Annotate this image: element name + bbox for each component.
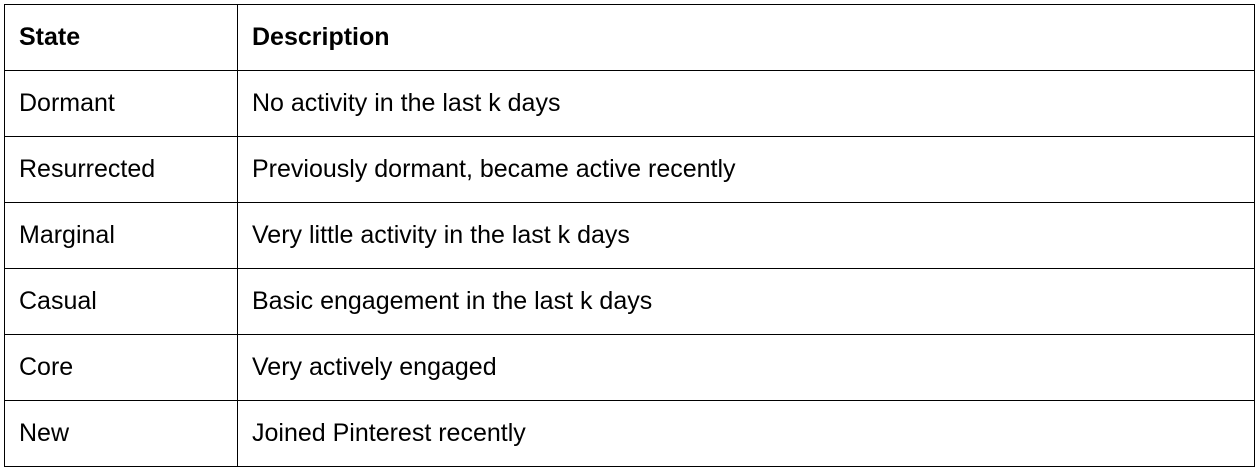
description-cell: Previously dormant, became active recent… xyxy=(237,136,1255,203)
table-row: Core Very actively engaged xyxy=(4,334,1255,401)
header-description: Description xyxy=(237,4,1255,71)
user-state-table-container: State Description Dormant No activity in… xyxy=(4,4,1255,467)
state-cell: Resurrected xyxy=(4,136,238,203)
description-cell: No activity in the last k days xyxy=(237,70,1255,137)
description-cell: Very actively engaged xyxy=(237,334,1255,401)
state-cell: Casual xyxy=(4,268,238,335)
user-state-table: State Description Dormant No activity in… xyxy=(4,4,1255,467)
header-row: State Description xyxy=(4,4,1255,71)
state-cell: Core xyxy=(4,334,238,401)
state-cell: Marginal xyxy=(4,202,238,269)
table-header: State Description xyxy=(4,4,1255,71)
description-cell: Basic engagement in the last k days xyxy=(237,268,1255,335)
state-cell: New xyxy=(4,400,238,467)
description-cell: Very little activity in the last k days xyxy=(237,202,1255,269)
header-state: State xyxy=(4,4,238,71)
table-row: Casual Basic engagement in the last k da… xyxy=(4,268,1255,335)
table-row: Resurrected Previously dormant, became a… xyxy=(4,136,1255,203)
state-cell: Dormant xyxy=(4,70,238,137)
description-cell: Joined Pinterest recently xyxy=(237,400,1255,467)
table-row: New Joined Pinterest recently xyxy=(4,400,1255,467)
table-body: Dormant No activity in the last k days R… xyxy=(4,70,1255,467)
table-row: Dormant No activity in the last k days xyxy=(4,70,1255,137)
table-row: Marginal Very little activity in the las… xyxy=(4,202,1255,269)
